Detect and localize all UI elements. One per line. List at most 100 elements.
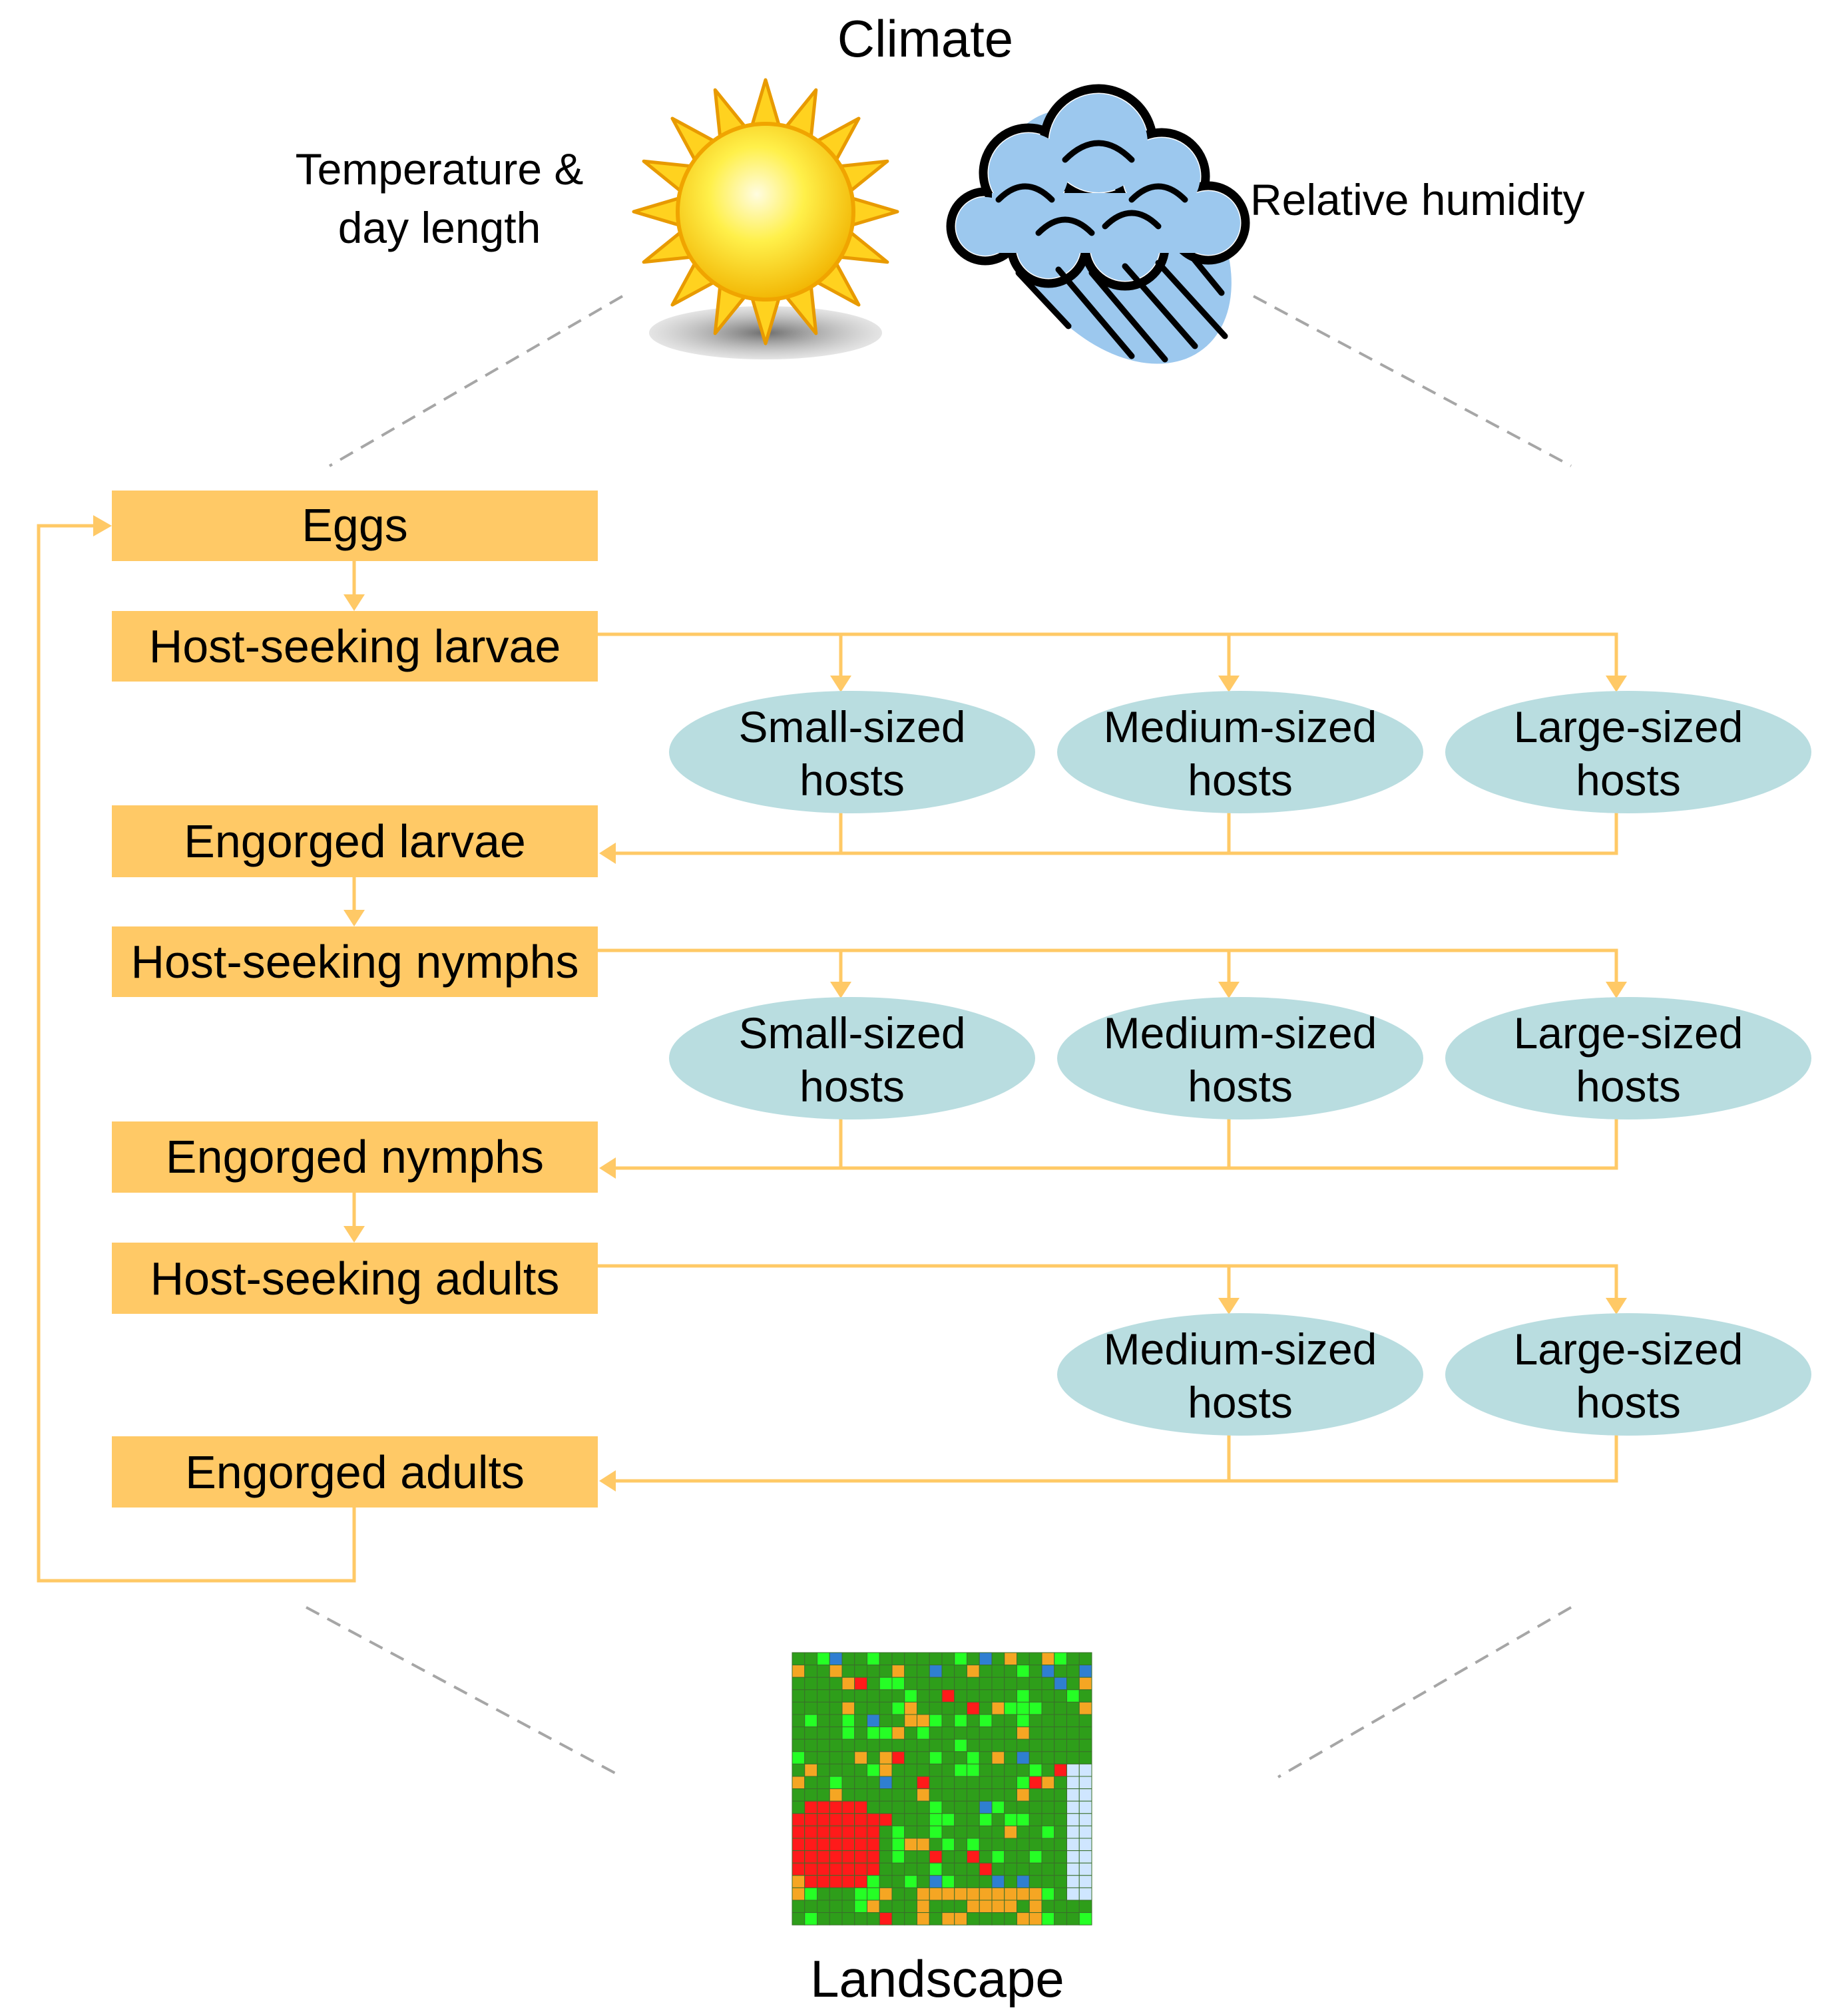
landscape-cell — [967, 1726, 980, 1740]
landscape-cell — [991, 1701, 1005, 1715]
landscape-cell — [891, 1689, 905, 1703]
landscape-cell — [1054, 1701, 1067, 1715]
landscape-cell — [1054, 1900, 1067, 1914]
landscape-cell — [804, 1726, 817, 1740]
landscape-cell — [954, 1850, 967, 1864]
landscape-cell — [804, 1875, 817, 1888]
landscape-cell — [867, 1800, 880, 1814]
landscape-cell — [917, 1862, 930, 1876]
landscape-cell — [879, 1701, 893, 1715]
landscape-cell — [979, 1875, 993, 1888]
landscape-cell — [1078, 1689, 1092, 1703]
landscape-cell — [817, 1850, 830, 1864]
landscape-cell — [1066, 1813, 1080, 1826]
landscape-cell — [879, 1714, 893, 1728]
landscape-cell — [1017, 1887, 1030, 1901]
landscape-cell — [1041, 1726, 1055, 1740]
landscape-cell — [967, 1838, 980, 1852]
climate-title: Climate — [837, 9, 1013, 68]
landscape-cell — [1029, 1665, 1042, 1678]
landscape-cell — [891, 1677, 905, 1691]
landscape-cell — [1029, 1838, 1042, 1852]
host-label-line2: hosts — [1188, 1378, 1293, 1427]
landscape-cell — [792, 1763, 805, 1777]
landscape-cell — [1017, 1912, 1030, 1925]
landscape-cell — [904, 1738, 917, 1752]
landscape-cell — [917, 1788, 930, 1802]
landscape-cell — [1078, 1875, 1092, 1888]
landscape-cell — [979, 1825, 993, 1839]
landscape-cell — [1066, 1862, 1080, 1876]
landscape-cell — [991, 1677, 1005, 1691]
landscape-cell — [979, 1652, 993, 1666]
landscape-cell — [817, 1788, 830, 1802]
landscape-cell — [854, 1813, 867, 1826]
stage-label-engorged-nymphs: Engorged nymphs — [166, 1131, 544, 1183]
host-label-line2: hosts — [1188, 1062, 1293, 1111]
landscape-cell — [854, 1850, 867, 1864]
landscape-cell — [891, 1900, 905, 1914]
landscape-cell — [792, 1665, 805, 1678]
landscape-cell — [1066, 1800, 1080, 1814]
landscape-cell — [1029, 1825, 1042, 1839]
landscape-cell — [917, 1813, 930, 1826]
landscape-cell — [879, 1825, 893, 1839]
landscape-cell — [1054, 1677, 1067, 1691]
landscape-cell — [829, 1887, 843, 1901]
landscape-cell — [979, 1887, 993, 1901]
landscape-cell — [867, 1665, 880, 1678]
landscape-cell — [1004, 1825, 1017, 1839]
landscape-cell — [904, 1652, 917, 1666]
landscape-cell — [1078, 1776, 1092, 1790]
stage-box-engorged-larvae: Engorged larvae — [112, 805, 598, 877]
landscape-cell — [967, 1788, 980, 1802]
landscape-cell — [954, 1726, 967, 1740]
landscape-cell — [841, 1763, 855, 1777]
landscape-cell — [879, 1813, 893, 1826]
landscape-cell — [991, 1800, 1005, 1814]
landscape-cell — [1041, 1813, 1055, 1826]
landscape-cell — [979, 1763, 993, 1777]
landscape-cell — [1054, 1738, 1067, 1752]
stage-box-host-seeking-larvae: Host-seeking larvae — [112, 611, 598, 682]
landscape-cell — [792, 1726, 805, 1740]
landscape-cell — [904, 1763, 917, 1777]
landscape-cell — [967, 1738, 980, 1752]
landscape-cell — [804, 1862, 817, 1876]
landscape-cell — [1078, 1813, 1092, 1826]
landscape-cell — [841, 1875, 855, 1888]
landscape-cell — [991, 1751, 1005, 1764]
landscape-cell — [804, 1652, 817, 1666]
landscape-cell — [879, 1726, 893, 1740]
landscape-cell — [941, 1800, 955, 1814]
landscape-cell — [929, 1887, 943, 1901]
landscape-cell — [1078, 1900, 1092, 1914]
landscape-cell — [867, 1726, 880, 1740]
landscape-cell — [979, 1714, 993, 1728]
landscape-cell — [979, 1900, 993, 1914]
landscape-cell — [941, 1738, 955, 1752]
landscape-cell — [817, 1887, 830, 1901]
landscape-cell — [841, 1677, 855, 1691]
landscape-cell — [1017, 1677, 1030, 1691]
landscape-cell — [792, 1714, 805, 1728]
landscape-cell — [891, 1887, 905, 1901]
landscape-cell — [817, 1825, 830, 1839]
landscape-cell — [1004, 1763, 1017, 1777]
landscape-cell — [841, 1862, 855, 1876]
landscape-cell — [841, 1738, 855, 1752]
landscape-cell — [941, 1751, 955, 1764]
landscape-cell — [1041, 1887, 1055, 1901]
landscape-cell — [1029, 1652, 1042, 1666]
landscape-cell — [829, 1763, 843, 1777]
landscape-cell — [991, 1738, 1005, 1752]
landscape-cell — [929, 1912, 943, 1925]
landscape-cell — [854, 1763, 867, 1777]
landscape-cell — [1041, 1800, 1055, 1814]
landscape-cell — [817, 1689, 830, 1703]
landscape-cell — [1017, 1776, 1030, 1790]
landscape-cell — [1029, 1862, 1042, 1876]
landscape-cell — [792, 1887, 805, 1901]
host-ellipse-larvae-medium: Medium-sized hosts — [1057, 691, 1423, 813]
landscape-cell — [817, 1652, 830, 1666]
